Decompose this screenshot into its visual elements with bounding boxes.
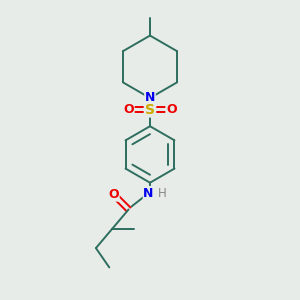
Text: O: O [108,188,119,201]
Text: N: N [145,92,155,104]
Text: S: S [145,103,155,117]
Text: O: O [166,103,177,116]
Text: N: N [143,187,154,200]
Text: H: H [158,187,167,200]
Text: O: O [123,103,134,116]
